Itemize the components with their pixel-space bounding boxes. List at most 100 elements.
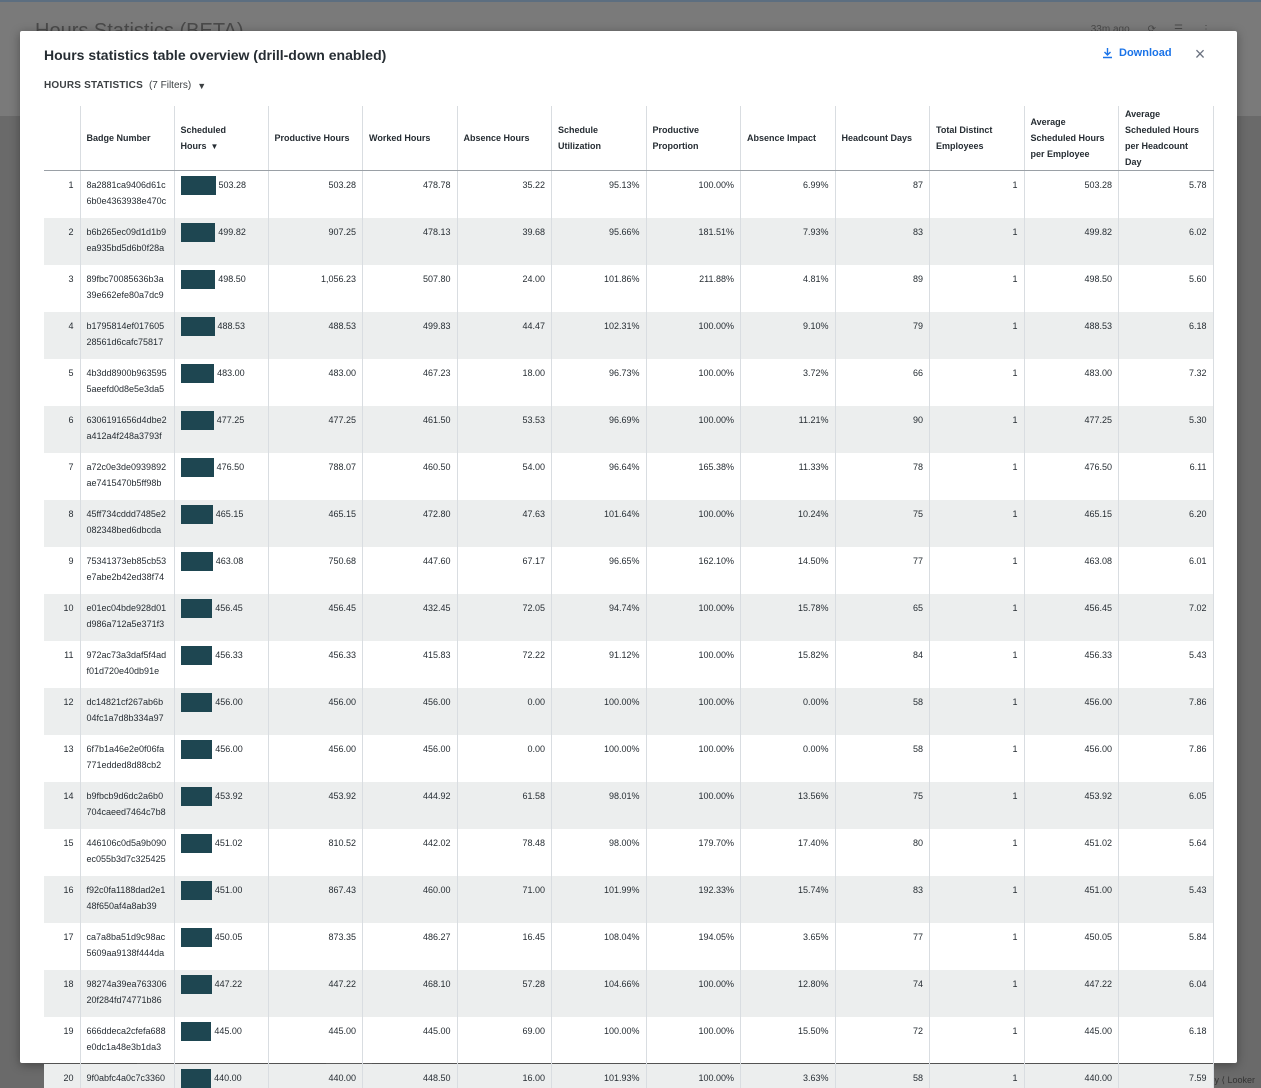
cell-abs[interactable]: 16.00: [457, 1063, 552, 1088]
scheduled-hours-cell[interactable]: 476.50: [174, 452, 269, 500]
scheduled-hours-cell[interactable]: 445.00: [174, 1016, 269, 1064]
badge-number-cell[interactable]: dc14821cf267ab6b04fc1a7d8b334a97: [80, 687, 175, 735]
cell-asphd[interactable]: 7.86: [1118, 734, 1214, 782]
cell-prod[interactable]: 456.45: [268, 593, 363, 641]
cell-abs[interactable]: 71.00: [457, 875, 552, 923]
header-productive-hours[interactable]: Productive Hours: [268, 106, 363, 171]
cell-hd[interactable]: 58: [835, 1063, 930, 1088]
cell-ai[interactable]: 17.40%: [740, 828, 836, 876]
cell-aspe[interactable]: 503.28: [1024, 170, 1119, 218]
cell-ai[interactable]: 11.33%: [740, 452, 836, 500]
cell-te[interactable]: 1: [929, 734, 1025, 782]
cell-aspe[interactable]: 453.92: [1024, 781, 1119, 829]
cell-te[interactable]: 1: [929, 969, 1025, 1017]
badge-number-cell[interactable]: 972ac73a3daf5f4adf01d720e40db91e: [80, 640, 175, 688]
badge-number-cell[interactable]: 45ff734cddd7485e2082348bed6dbcda: [80, 499, 175, 547]
cell-abs[interactable]: 16.45: [457, 922, 552, 970]
cell-hd[interactable]: 75: [835, 781, 930, 829]
cell-worked[interactable]: 432.45: [362, 593, 458, 641]
cell-pp[interactable]: 100.00%: [646, 1016, 741, 1064]
cell-hd[interactable]: 74: [835, 969, 930, 1017]
table-row[interactable]: 17 ca7a8ba51d9c98ac5609aa9138f444da 450.05…: [44, 922, 1214, 970]
cell-aspe[interactable]: 499.82: [1024, 217, 1119, 265]
cell-worked[interactable]: 499.83: [362, 311, 458, 359]
cell-pp[interactable]: 100.00%: [646, 358, 741, 406]
cell-te[interactable]: 1: [929, 311, 1025, 359]
filter-icon[interactable]: ☰: [1174, 24, 1183, 35]
cell-te[interactable]: 1: [929, 687, 1025, 735]
cell-util[interactable]: 101.93%: [551, 1063, 647, 1088]
header-productive-proportion[interactable]: Productive Proportion: [646, 106, 741, 171]
cell-prod[interactable]: 456.33: [268, 640, 363, 688]
scheduled-hours-cell[interactable]: 451.02: [174, 828, 269, 876]
cell-pp[interactable]: 211.88%: [646, 264, 741, 312]
cell-prod[interactable]: 873.35: [268, 922, 363, 970]
cell-aspe[interactable]: 456.45: [1024, 593, 1119, 641]
cell-aspe[interactable]: 477.25: [1024, 405, 1119, 453]
cell-util[interactable]: 100.00%: [551, 1016, 647, 1064]
cell-hd[interactable]: 87: [835, 170, 930, 218]
cell-te[interactable]: 1: [929, 217, 1025, 265]
cell-te[interactable]: 1: [929, 358, 1025, 406]
cell-pp[interactable]: 100.00%: [646, 499, 741, 547]
cell-asphd[interactable]: 7.32: [1118, 358, 1214, 406]
cell-prod[interactable]: 788.07: [268, 452, 363, 500]
cell-prod[interactable]: 867.43: [268, 875, 363, 923]
cell-aspe[interactable]: 451.02: [1024, 828, 1119, 876]
badge-number-cell[interactable]: 89fbc70085636b3a39e662efe80a7dc9: [80, 264, 175, 312]
cell-asphd[interactable]: 6.18: [1118, 311, 1214, 359]
cell-hd[interactable]: 78: [835, 452, 930, 500]
cell-util[interactable]: 100.00%: [551, 687, 647, 735]
cell-util[interactable]: 95.13%: [551, 170, 647, 218]
scheduled-hours-cell[interactable]: 451.00: [174, 875, 269, 923]
table-row[interactable]: 8 45ff734cddd7485e2082348bed6dbcda 465.15 4…: [44, 499, 1214, 547]
cell-worked[interactable]: 456.00: [362, 687, 458, 735]
cell-te[interactable]: 1: [929, 1016, 1025, 1064]
scheduled-hours-cell[interactable]: 447.22: [174, 969, 269, 1017]
cell-asphd[interactable]: 6.20: [1118, 499, 1214, 547]
cell-prod[interactable]: 465.15: [268, 499, 363, 547]
cell-worked[interactable]: 486.27: [362, 922, 458, 970]
badge-number-cell[interactable]: 8a2881ca9406d61c6b0e4363938e470c: [80, 170, 175, 218]
cell-prod[interactable]: 907.25: [268, 217, 363, 265]
cell-aspe[interactable]: 447.22: [1024, 969, 1119, 1017]
table-row[interactable]: 5 4b3dd8900b9635955aeefd0d8e5e3da5 483.00 4…: [44, 358, 1214, 406]
cell-worked[interactable]: 447.60: [362, 546, 458, 594]
cell-ai[interactable]: 9.10%: [740, 311, 836, 359]
cell-asphd[interactable]: 6.04: [1118, 969, 1214, 1017]
cell-ai[interactable]: 4.81%: [740, 264, 836, 312]
cell-ai[interactable]: 3.72%: [740, 358, 836, 406]
cell-util[interactable]: 101.64%: [551, 499, 647, 547]
cell-asphd[interactable]: 6.18: [1118, 1016, 1214, 1064]
cell-te[interactable]: 1: [929, 499, 1025, 547]
cell-worked[interactable]: 461.50: [362, 405, 458, 453]
table-row[interactable]: 16 f92c0fa1188dad2e148f650af4a8ab39 451.00…: [44, 875, 1214, 923]
cell-aspe[interactable]: 476.50: [1024, 452, 1119, 500]
cell-pp[interactable]: 100.00%: [646, 969, 741, 1017]
cell-pp[interactable]: 100.00%: [646, 405, 741, 453]
cell-util[interactable]: 94.74%: [551, 593, 647, 641]
download-button[interactable]: Download: [1102, 47, 1172, 59]
close-icon[interactable]: ×: [1194, 44, 1206, 64]
badge-number-cell[interactable]: e01ec04bde928d01d986a712a5e371f3: [80, 593, 175, 641]
cell-ai[interactable]: 3.63%: [740, 1063, 836, 1088]
table-row[interactable]: 209f0abfc4a0c7c336000ab237d5f197c5 440.00…: [44, 1063, 1214, 1088]
cell-asphd[interactable]: 5.78: [1118, 170, 1214, 218]
cell-pp[interactable]: 100.00%: [646, 687, 741, 735]
cell-util[interactable]: 101.99%: [551, 875, 647, 923]
cell-prod[interactable]: 483.00: [268, 358, 363, 406]
cell-ai[interactable]: 12.80%: [740, 969, 836, 1017]
table-row[interactable]: 2 b6b265ec09d1d1b9ea935bd5d6b0f28a 499.82 9…: [44, 217, 1214, 265]
cell-pp[interactable]: 192.33%: [646, 875, 741, 923]
scheduled-hours-cell[interactable]: 453.92: [174, 781, 269, 829]
cell-aspe[interactable]: 440.00: [1024, 1063, 1119, 1088]
badge-number-cell[interactable]: f92c0fa1188dad2e148f650af4a8ab39: [80, 875, 175, 923]
cell-asphd[interactable]: 5.60: [1118, 264, 1214, 312]
cell-hd[interactable]: 79: [835, 311, 930, 359]
cell-prod[interactable]: 440.00: [268, 1063, 363, 1088]
table-row[interactable]: 14 b9fbcb9d6dc2a6b0704caeed7464c7b8 453.92…: [44, 781, 1214, 829]
cell-util[interactable]: 96.65%: [551, 546, 647, 594]
cell-abs[interactable]: 24.00: [457, 264, 552, 312]
cell-abs[interactable]: 67.17: [457, 546, 552, 594]
cell-abs[interactable]: 44.47: [457, 311, 552, 359]
